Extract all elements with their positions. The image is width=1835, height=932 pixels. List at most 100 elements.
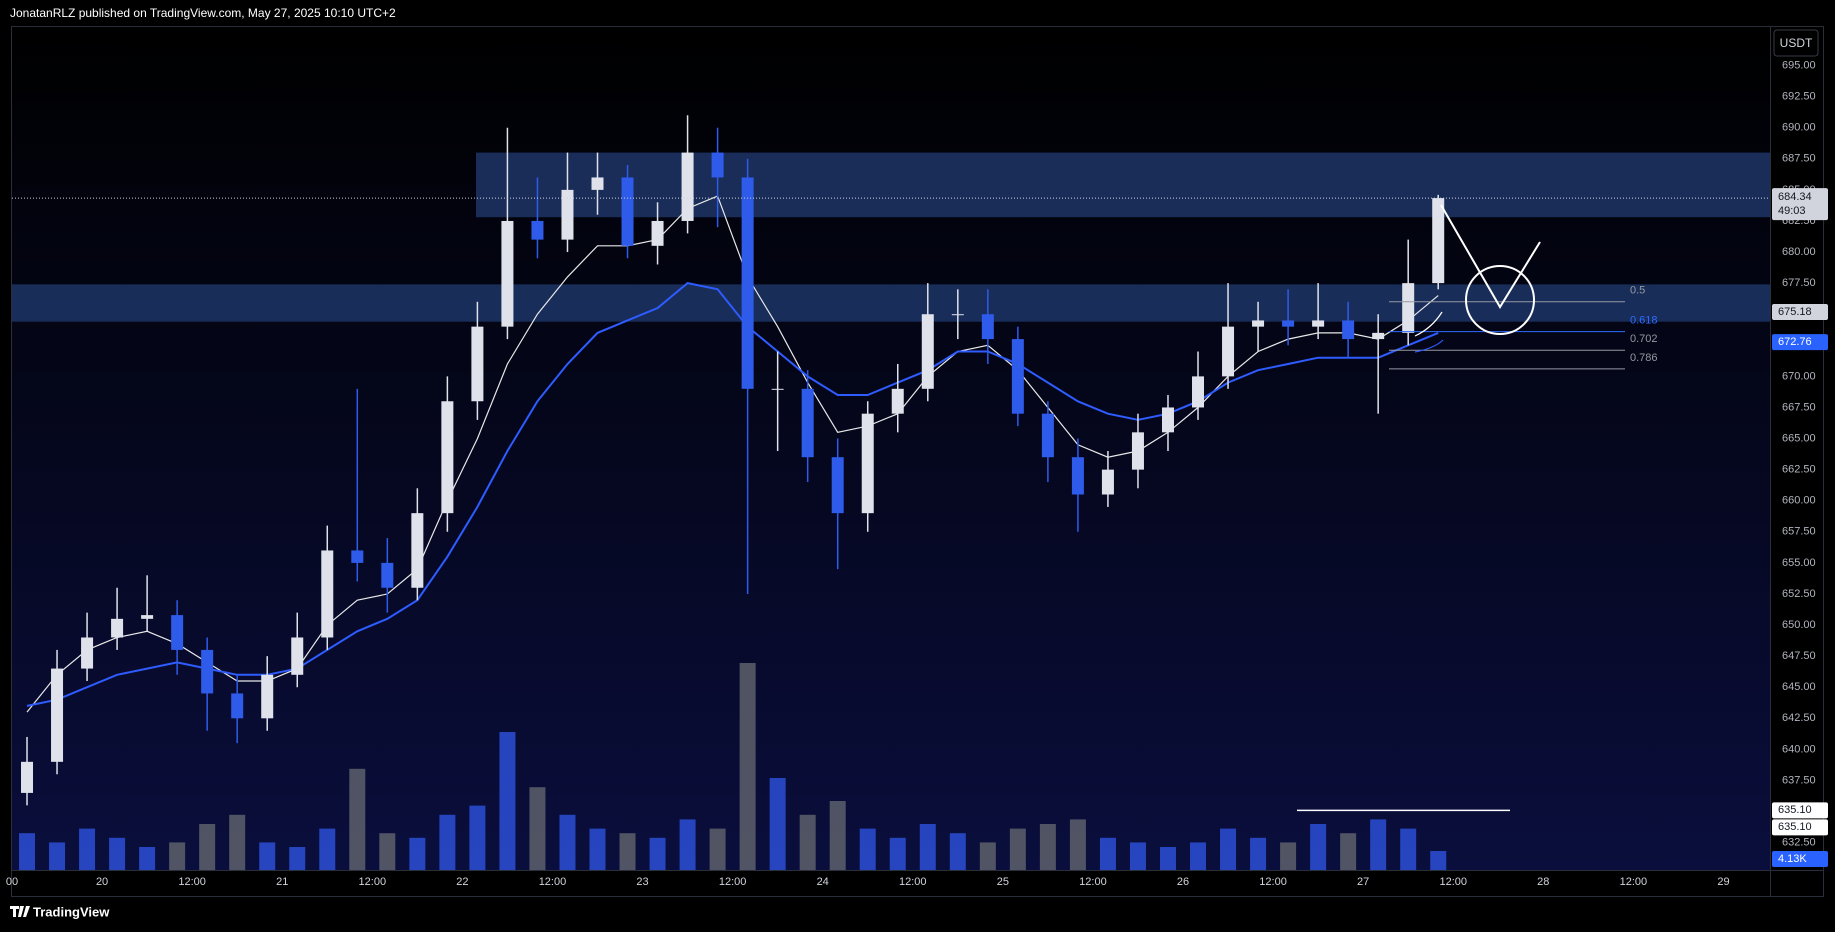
volume-bar — [529, 787, 546, 870]
volume-bar — [1069, 819, 1086, 870]
volume-bar — [799, 814, 816, 870]
candle-body — [1101, 469, 1114, 495]
volume-bar — [379, 833, 396, 870]
logo-mark — [10, 906, 30, 917]
y-tick-label: 680.00 — [1782, 246, 1816, 258]
x-tick-label: 12:00 — [1620, 876, 1648, 888]
candle-body — [891, 388, 904, 414]
drawn-curve — [1414, 311, 1443, 337]
drawn-circle — [1465, 265, 1535, 335]
candle-body — [1192, 376, 1205, 408]
volume-tag-label: 4.13K — [1778, 853, 1807, 865]
volume-bar — [1310, 824, 1327, 870]
y-tick-label: 665.00 — [1782, 432, 1816, 444]
volume-bar — [19, 833, 36, 870]
x-tick-label: 26 — [1177, 876, 1189, 888]
y-tick-label: 640.00 — [1782, 743, 1816, 755]
volume-bar — [1190, 842, 1207, 870]
candle-body — [171, 615, 184, 650]
price-tag — [1772, 802, 1828, 819]
candle-body — [231, 693, 244, 719]
candle-body — [831, 457, 844, 514]
fib-label: 0.5 — [1630, 285, 1645, 297]
volume-bar — [199, 824, 216, 870]
candle-body — [1011, 339, 1024, 414]
volume-bar — [139, 847, 156, 870]
zone — [476, 152, 1770, 218]
price-tag — [1772, 303, 1828, 320]
y-tick-label: 662.50 — [1782, 464, 1816, 476]
candle-body — [111, 618, 124, 638]
volume-bar — [1370, 819, 1387, 870]
y-tick-label: 687.50 — [1782, 153, 1816, 165]
candle-body — [201, 649, 214, 694]
volume-bar — [1400, 828, 1417, 870]
volume-bar — [769, 778, 786, 870]
x-tick-label: 12:00 — [899, 876, 927, 888]
volume-bar — [499, 732, 516, 870]
y-tick-label: 660.00 — [1782, 495, 1816, 507]
y-tick-label: 642.50 — [1782, 712, 1816, 724]
volume-bar — [1159, 847, 1176, 870]
price-axis: 632.50635.00637.50640.00642.50645.00647.… — [1772, 59, 1828, 867]
x-tick-label: 12:00 — [359, 876, 387, 888]
volume-bar — [979, 842, 996, 870]
x-tick-label: 24 — [817, 876, 829, 888]
volume-bar — [1220, 828, 1237, 870]
candle-body — [951, 314, 964, 316]
zone — [12, 284, 1770, 322]
candle-body — [321, 550, 334, 638]
volume-bar — [409, 837, 426, 870]
drawn-curve — [1414, 339, 1444, 353]
price-axis-background — [1770, 27, 1835, 870]
volume-bar — [1430, 851, 1447, 870]
candle-body — [861, 413, 874, 514]
candle-body — [681, 152, 694, 221]
brand: TradingView — [33, 904, 110, 919]
volume-bar — [739, 663, 756, 870]
y-tick-label: 670.00 — [1782, 370, 1816, 382]
candle-body — [1161, 407, 1174, 433]
currency-button[interactable] — [1773, 29, 1819, 57]
volume-bar — [709, 828, 726, 870]
volume-bar — [1009, 828, 1026, 870]
y-tick-label: 677.50 — [1782, 277, 1816, 289]
countdown-label: 49:03 — [1778, 205, 1806, 217]
y-tick-label: 692.50 — [1782, 91, 1816, 103]
y-tick-label: 650.00 — [1782, 619, 1816, 631]
candle-body — [981, 314, 994, 340]
candle-body — [771, 388, 784, 390]
volume-bar — [439, 814, 456, 870]
y-tick-label: 690.00 — [1782, 122, 1816, 134]
x-tick-label: 00 — [6, 876, 18, 888]
candle-body — [261, 674, 274, 719]
volume-bar — [889, 837, 906, 870]
candle-body — [531, 220, 544, 240]
drawings — [1414, 204, 1541, 353]
candle-body — [1372, 332, 1385, 340]
volume-bar — [79, 828, 96, 870]
candle-body — [561, 189, 574, 240]
candle-body — [1041, 413, 1054, 458]
candle-body — [471, 326, 484, 402]
x-tick-label: 29 — [1717, 876, 1729, 888]
volume-bar — [1250, 837, 1267, 870]
x-tick-label: 28 — [1537, 876, 1549, 888]
x-tick-label: 22 — [456, 876, 468, 888]
x-tick-label: 12:00 — [1439, 876, 1467, 888]
volume-bar — [1129, 842, 1146, 870]
price-tag — [1772, 334, 1828, 351]
x-tick-label: 12:00 — [539, 876, 567, 888]
volume-bar — [859, 828, 876, 870]
volume-bar — [619, 833, 636, 870]
price-tag-label: 635.10 — [1778, 804, 1812, 816]
volume-bar — [259, 842, 276, 870]
price-tag-label: 672.76 — [1778, 336, 1812, 348]
x-tick-label: 12:00 — [719, 876, 747, 888]
volume-bar — [469, 805, 486, 870]
x-tick-label: 20 — [96, 876, 108, 888]
volume-bar — [829, 801, 846, 870]
candle-body — [1071, 457, 1084, 495]
